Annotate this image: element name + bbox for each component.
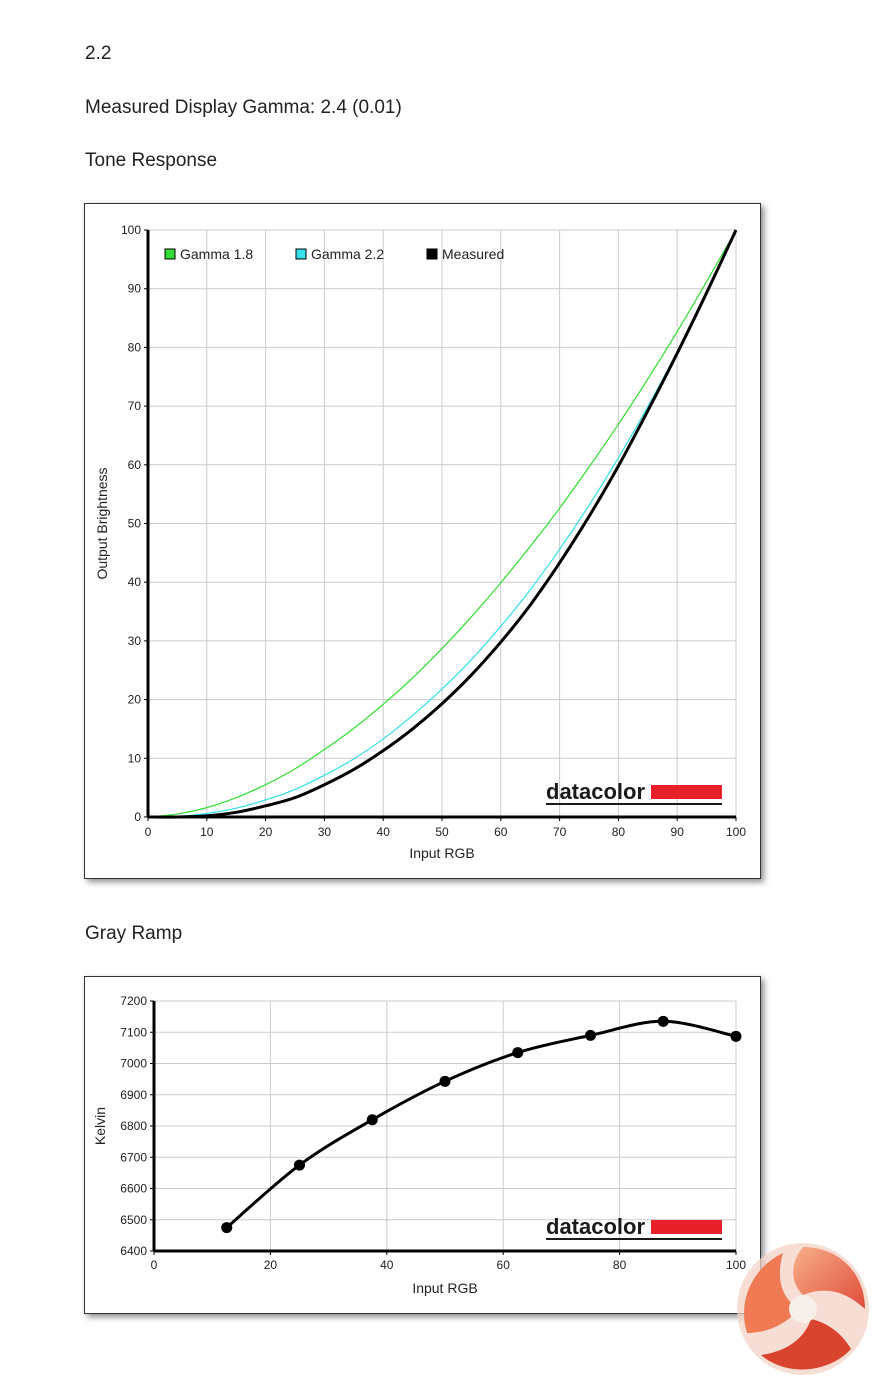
legend-swatch: [426, 248, 438, 260]
x-axis-title: Input RGB: [409, 845, 474, 861]
gray-ramp-chart: 0 20 40 60 80 100 6400 6500 6600 6700 6800 6900 7000…: [92, 994, 746, 1296]
series-line-gamma-1-8: [147, 229, 737, 818]
x-tick-label: 90: [671, 825, 685, 839]
datacolor-logo-bar: [651, 1220, 722, 1234]
y-tick-label: 6400: [120, 1244, 147, 1258]
kelvin-data-point: [585, 1029, 596, 1041]
y-tick-label: 6800: [120, 1119, 147, 1133]
y-tick-label: 7000: [120, 1057, 147, 1071]
kelvin-data-point: [221, 1222, 233, 1234]
y-tick-label: 6600: [120, 1182, 147, 1196]
x-tick-label: 50: [435, 825, 449, 839]
legend-label: Measured: [442, 246, 504, 262]
x-tick-label: 70: [553, 825, 567, 839]
y-tick-label: 30: [128, 634, 142, 648]
legend-label: Gamma 2.2: [311, 246, 384, 262]
x-tick-label: 20: [259, 825, 273, 839]
x-axis-title: Input RGB: [412, 1280, 477, 1296]
kitguru-logo-icon: [737, 1243, 869, 1375]
gray-ramp-heading: Gray Ramp: [85, 923, 183, 944]
x-tick-label: 60: [497, 1258, 511, 1272]
series-line-measured: [147, 229, 738, 819]
y-tick-label: 6500: [120, 1213, 147, 1227]
x-tick-label: 40: [380, 1258, 394, 1272]
x-tick-label: 40: [377, 825, 391, 839]
gamma-value-text: 2.2: [85, 43, 112, 64]
datacolor-logo-text: datacolor: [546, 779, 645, 804]
tone-response-chart-panel: 0 10 20 30 40 50 60 70 80 90 100 0 10 20 30 40 50 60 70 80 9…: [84, 203, 761, 879]
y-tick-label: 80: [128, 340, 142, 354]
y-tick-label: 50: [128, 517, 142, 531]
kelvin-series-line: [225, 1019, 737, 1229]
kelvin-data-point: [366, 1114, 378, 1126]
y-tick-label: 10: [128, 751, 142, 765]
kelvin-data-point: [657, 1015, 669, 1027]
y-tick-label: 7100: [120, 1025, 147, 1039]
y-axis-title: Kelvin: [92, 1107, 108, 1145]
y-tick-label: 60: [128, 458, 142, 472]
x-tick-label: 100: [726, 1258, 746, 1272]
y-tick-label: 90: [128, 282, 142, 296]
y-tick-label: 40: [128, 575, 142, 589]
x-tick-label: 0: [145, 825, 152, 839]
x-tick-label: 0: [151, 1258, 158, 1272]
y-axis-title: Output Brightness: [94, 467, 110, 579]
legend-swatch: [164, 248, 176, 260]
y-tick-label: 6700: [120, 1150, 147, 1164]
y-tick-label: 100: [121, 223, 141, 237]
series-line-gamma-2-2: [147, 229, 737, 818]
y-tick-label: 0: [134, 810, 141, 824]
x-tick-label: 10: [200, 825, 214, 839]
measured-gamma-text: Measured Display Gamma: 2.4 (0.01): [85, 97, 402, 118]
gray-ramp-chart-panel: 0 20 40 60 80 100 6400 6500 6600 6700 6800 6900 7000…: [84, 976, 761, 1314]
y-tick-label: 7200: [120, 994, 147, 1008]
kelvin-data-point: [730, 1030, 742, 1042]
kelvin-data-point: [294, 1159, 305, 1171]
x-tick-label: 80: [613, 1258, 627, 1272]
x-tick-label: 60: [494, 825, 508, 839]
kelvin-data-point: [512, 1047, 524, 1059]
tone-response-chart: 0 10 20 30 40 50 60 70 80 90 100 0 10 20 30 40 50 60 70 80 9…: [94, 223, 746, 861]
x-tick-label: 20: [264, 1258, 278, 1272]
legend-label: Gamma 1.8: [180, 246, 253, 262]
y-tick-label: 70: [128, 399, 142, 413]
datacolor-logo-text: datacolor: [546, 1214, 645, 1239]
x-tick-label: 100: [726, 825, 746, 839]
kelvin-data-point: [439, 1075, 451, 1087]
x-tick-label: 80: [612, 825, 626, 839]
tone-response-heading: Tone Response: [85, 150, 218, 171]
datacolor-logo-bar: [651, 785, 722, 799]
y-tick-label: 20: [128, 693, 142, 707]
legend-swatch: [295, 248, 307, 260]
y-tick-label: 6900: [120, 1088, 147, 1102]
x-tick-label: 30: [318, 825, 332, 839]
